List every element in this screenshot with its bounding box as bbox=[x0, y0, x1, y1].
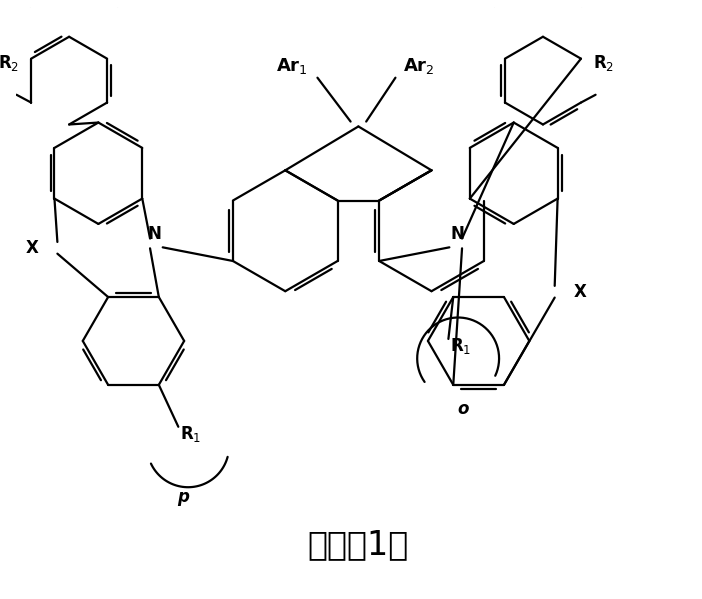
Text: o: o bbox=[457, 400, 469, 418]
Text: R$_1$: R$_1$ bbox=[451, 336, 472, 356]
Text: p: p bbox=[178, 488, 189, 506]
Text: Ar$_1$: Ar$_1$ bbox=[276, 56, 308, 76]
Text: N: N bbox=[148, 225, 162, 243]
Text: R$_2$: R$_2$ bbox=[592, 53, 614, 73]
Text: R$_1$: R$_1$ bbox=[180, 423, 201, 444]
Text: X: X bbox=[574, 283, 586, 301]
Text: 通式（1）: 通式（1） bbox=[307, 528, 409, 561]
Text: R$_2$: R$_2$ bbox=[0, 53, 19, 73]
Text: X: X bbox=[25, 239, 39, 257]
Text: N: N bbox=[450, 225, 464, 243]
Text: Ar$_2$: Ar$_2$ bbox=[403, 56, 435, 76]
